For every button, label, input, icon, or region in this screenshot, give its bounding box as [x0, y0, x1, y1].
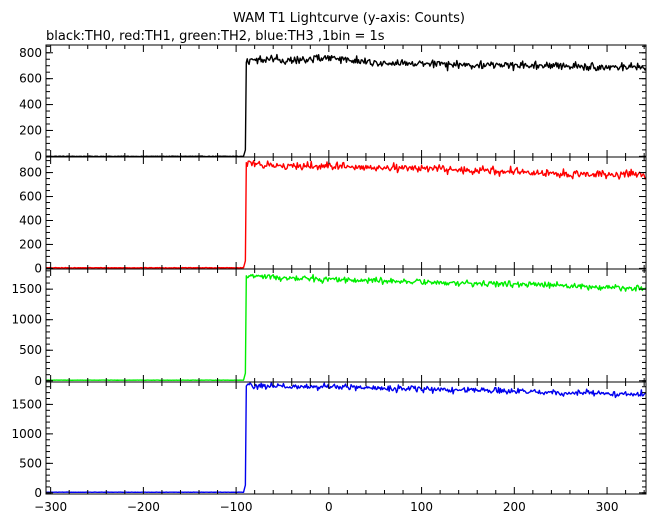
y-tick-label: 0 — [34, 374, 42, 388]
panel-th3: 0 500 1000 1500 — [11, 381, 647, 500]
x-tick-label: −100 — [220, 500, 253, 514]
y-tick-label: 200 — [19, 237, 42, 251]
panel-th1: 0 200 400 600 800 — [19, 156, 647, 275]
x-tick-label: −200 — [127, 500, 160, 514]
y-tick-label: 1500 — [11, 397, 42, 411]
x-tick-label: 200 — [503, 500, 526, 514]
y-tick-label: 800 — [19, 166, 42, 180]
y-tick-label: 0 — [34, 486, 42, 500]
y-tick-label: 800 — [19, 46, 42, 60]
y-tick-label: 1000 — [11, 313, 42, 327]
y-tick-label: 600 — [19, 190, 42, 204]
panel-th2: 0 500 1000 1500 — [11, 268, 647, 388]
series-line-th1 — [46, 159, 646, 269]
y-tick-label: 400 — [19, 213, 42, 227]
y-tick-label: 0 — [34, 261, 42, 275]
x-tick-label: −300 — [34, 500, 67, 514]
y-tick-label: 0 — [34, 149, 42, 163]
chart-title: WAM T1 Lightcurve (y-axis: Counts) — [233, 11, 465, 26]
y-tick-label: 1000 — [11, 427, 42, 441]
y-tick-label: 600 — [19, 72, 42, 86]
series-line-th3 — [46, 382, 646, 494]
x-tick-label: 300 — [596, 500, 619, 514]
y-tick-label: 200 — [19, 123, 42, 137]
y-tick-label: 500 — [19, 343, 42, 357]
chart-panels: 0200400600800020040060080005001000150005… — [11, 44, 647, 514]
y-tick-label: 1500 — [11, 282, 42, 296]
panel-th0: 0 200 400 600 800 — [19, 44, 647, 163]
y-tick-label: 400 — [19, 98, 42, 112]
series-line-th0 — [46, 53, 646, 157]
x-tick-label: 100 — [410, 500, 433, 514]
series-line-th2 — [46, 273, 646, 381]
chart-subtitle: black:TH0, red:TH1, green:TH2, blue:TH3 … — [46, 29, 385, 44]
panel-frame — [45, 381, 647, 495]
x-tick-label: 0 — [325, 500, 333, 514]
y-tick-label: 500 — [19, 456, 42, 470]
